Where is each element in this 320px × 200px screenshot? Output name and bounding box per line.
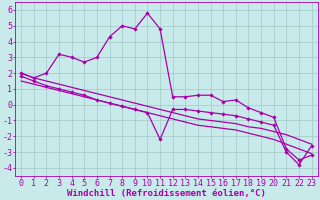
X-axis label: Windchill (Refroidissement éolien,°C): Windchill (Refroidissement éolien,°C) — [67, 189, 266, 198]
